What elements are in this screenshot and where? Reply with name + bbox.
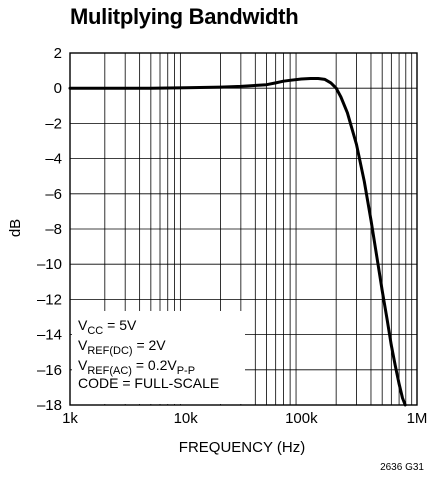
annotation-base: CODE = FULL-SCALE (78, 375, 219, 391)
annotation-line: VREF(DC) = 2V (78, 337, 166, 357)
grid (69, 52, 418, 406)
annotation-subscript: REF(DC) (87, 345, 132, 357)
annotation-value: = 5V (103, 317, 137, 333)
annotation-value: = 0.2V (132, 357, 177, 373)
annotation-base: V (78, 317, 88, 333)
plot-frame (69, 52, 418, 406)
x-tick-labels: 1k 10k 100k 1M (62, 410, 427, 427)
y-axis-label: dB (7, 219, 24, 237)
y-tick-label: –16 (37, 362, 62, 379)
annotation-value: = 2V (133, 337, 167, 353)
chart-title: Mulitplying Bandwidth (70, 4, 299, 29)
y-tick-label: –14 (37, 327, 62, 344)
annotation-background (72, 311, 245, 404)
figure-id: 2636 G31 (380, 462, 424, 473)
y-tick-labels: 2 0 –2 –4 –6 –8 –10 –12 –14 –16 –18 (37, 45, 62, 414)
annotation-base: V (78, 337, 88, 353)
y-tick-label: –6 (45, 186, 62, 203)
annotation-subscript: P-P (177, 365, 195, 377)
annotation-subscript: REF(AC) (87, 365, 132, 377)
y-tick-label: –18 (37, 397, 62, 414)
series-curve (68, 77, 407, 407)
annotation-subscript: CC (87, 325, 103, 337)
x-tick-label: 1M (407, 410, 428, 427)
y-tick-label: –4 (45, 151, 62, 168)
x-tick-label: 1k (62, 410, 78, 427)
annotation-line: VREF(AC) = 0.2VP-P (78, 357, 195, 377)
y-tick-label: –12 (37, 291, 62, 308)
annotation-line: VCC = 5V (78, 317, 137, 337)
annotation-line: CODE = FULL-SCALE (78, 375, 219, 391)
x-axis-label: FREQUENCY (Hz) (179, 439, 305, 456)
x-tick-label: 100k (285, 410, 318, 427)
series-line (68, 77, 407, 407)
x-tick-label: 10k (174, 410, 199, 427)
y-tick-label: 0 (54, 80, 62, 97)
y-tick-label: –10 (37, 256, 62, 273)
y-tick-label: 2 (54, 45, 62, 62)
y-tick-label: –2 (45, 115, 62, 132)
annotation-base: V (78, 357, 88, 373)
y-tick-label: –8 (45, 221, 62, 238)
